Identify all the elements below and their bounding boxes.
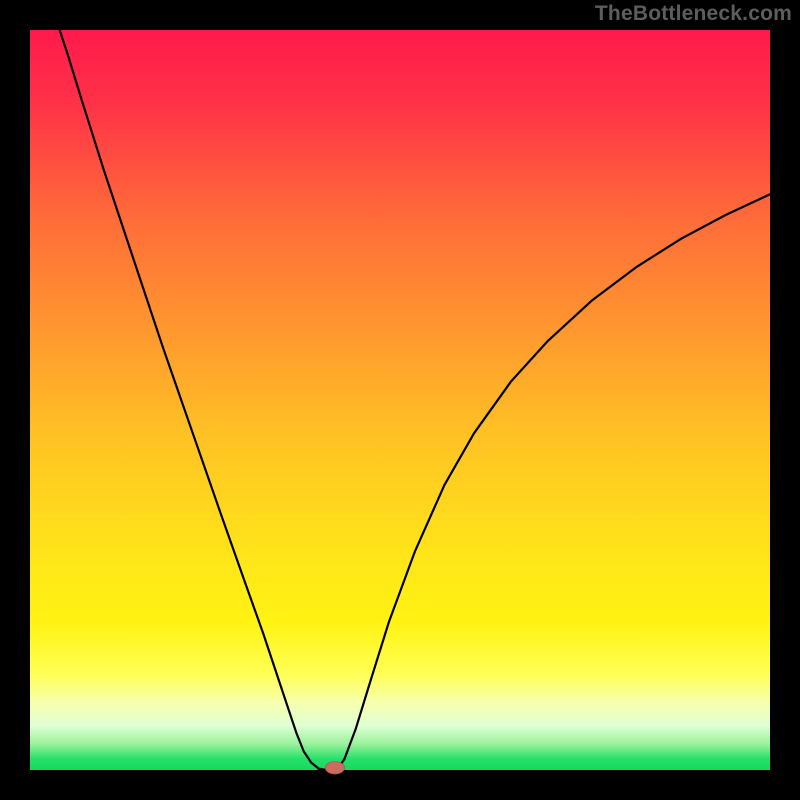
optimum-marker xyxy=(325,761,344,774)
plot-background xyxy=(30,30,770,770)
bottleneck-chart xyxy=(0,0,800,800)
watermark-text: TheBottleneck.com xyxy=(595,2,792,26)
chart-container: TheBottleneck.com xyxy=(0,0,800,800)
